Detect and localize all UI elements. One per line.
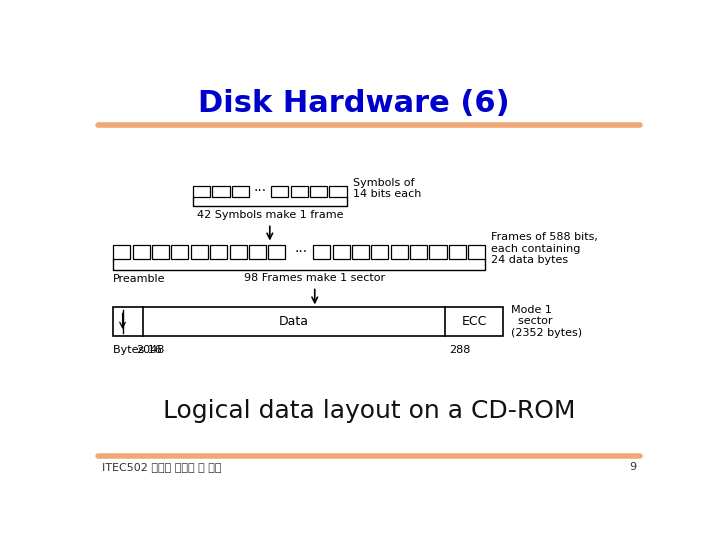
Bar	[410, 245, 427, 259]
Bar	[291, 186, 307, 197]
Text: Frames of 588 bits,
each containing
24 data bytes: Frames of 588 bits, each containing 24 d…	[492, 232, 598, 266]
Text: Disk Hardware (6): Disk Hardware (6)	[198, 89, 509, 118]
Bar	[113, 245, 130, 259]
Text: Preamble: Preamble	[113, 274, 166, 284]
Bar	[271, 186, 289, 197]
Text: Data: Data	[279, 315, 309, 328]
Bar	[372, 245, 388, 259]
Bar	[391, 245, 408, 259]
Text: 42 Symbols make 1 frame: 42 Symbols make 1 frame	[197, 211, 343, 220]
Text: 9: 9	[629, 462, 636, 472]
Bar	[310, 186, 327, 197]
Bar	[468, 245, 485, 259]
Bar	[171, 245, 189, 259]
Bar	[313, 245, 330, 259]
Bar	[232, 186, 249, 197]
Bar	[330, 186, 346, 197]
Bar	[193, 186, 210, 197]
Bar	[132, 245, 150, 259]
Bar	[352, 245, 369, 259]
Text: ITEC502 컴퓨터 시스템 및 실습: ITEC502 컴퓨터 시스템 및 실습	[102, 462, 221, 472]
Text: ECC: ECC	[462, 315, 487, 328]
Bar	[269, 245, 285, 259]
Text: ···: ···	[294, 245, 307, 259]
Text: Mode 1
  sector
(2352 bytes): Mode 1 sector (2352 bytes)	[510, 305, 582, 338]
Text: Logical data layout on a CD-ROM: Logical data layout on a CD-ROM	[163, 399, 575, 423]
Text: 98 Frames make 1 sector: 98 Frames make 1 sector	[244, 273, 385, 283]
Bar	[113, 307, 503, 336]
Bar	[333, 245, 350, 259]
Text: ···: ···	[253, 185, 266, 199]
Bar	[249, 245, 266, 259]
Bar	[230, 245, 246, 259]
Bar	[191, 245, 208, 259]
Text: Symbols of
14 bits each: Symbols of 14 bits each	[353, 178, 421, 199]
Text: 288: 288	[449, 345, 470, 355]
Text: Bytes 16: Bytes 16	[113, 345, 162, 355]
Bar	[210, 245, 228, 259]
Bar	[449, 245, 466, 259]
Bar	[152, 245, 169, 259]
Bar	[429, 245, 446, 259]
Bar	[212, 186, 230, 197]
Text: 2048: 2048	[137, 345, 165, 355]
